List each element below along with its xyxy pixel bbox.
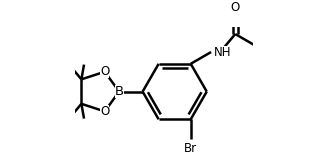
Text: NH: NH (214, 46, 231, 58)
Text: B: B (114, 85, 124, 98)
Text: Br: Br (184, 142, 197, 155)
Text: O: O (231, 1, 240, 14)
Text: O: O (100, 105, 109, 118)
Text: O: O (100, 65, 109, 78)
